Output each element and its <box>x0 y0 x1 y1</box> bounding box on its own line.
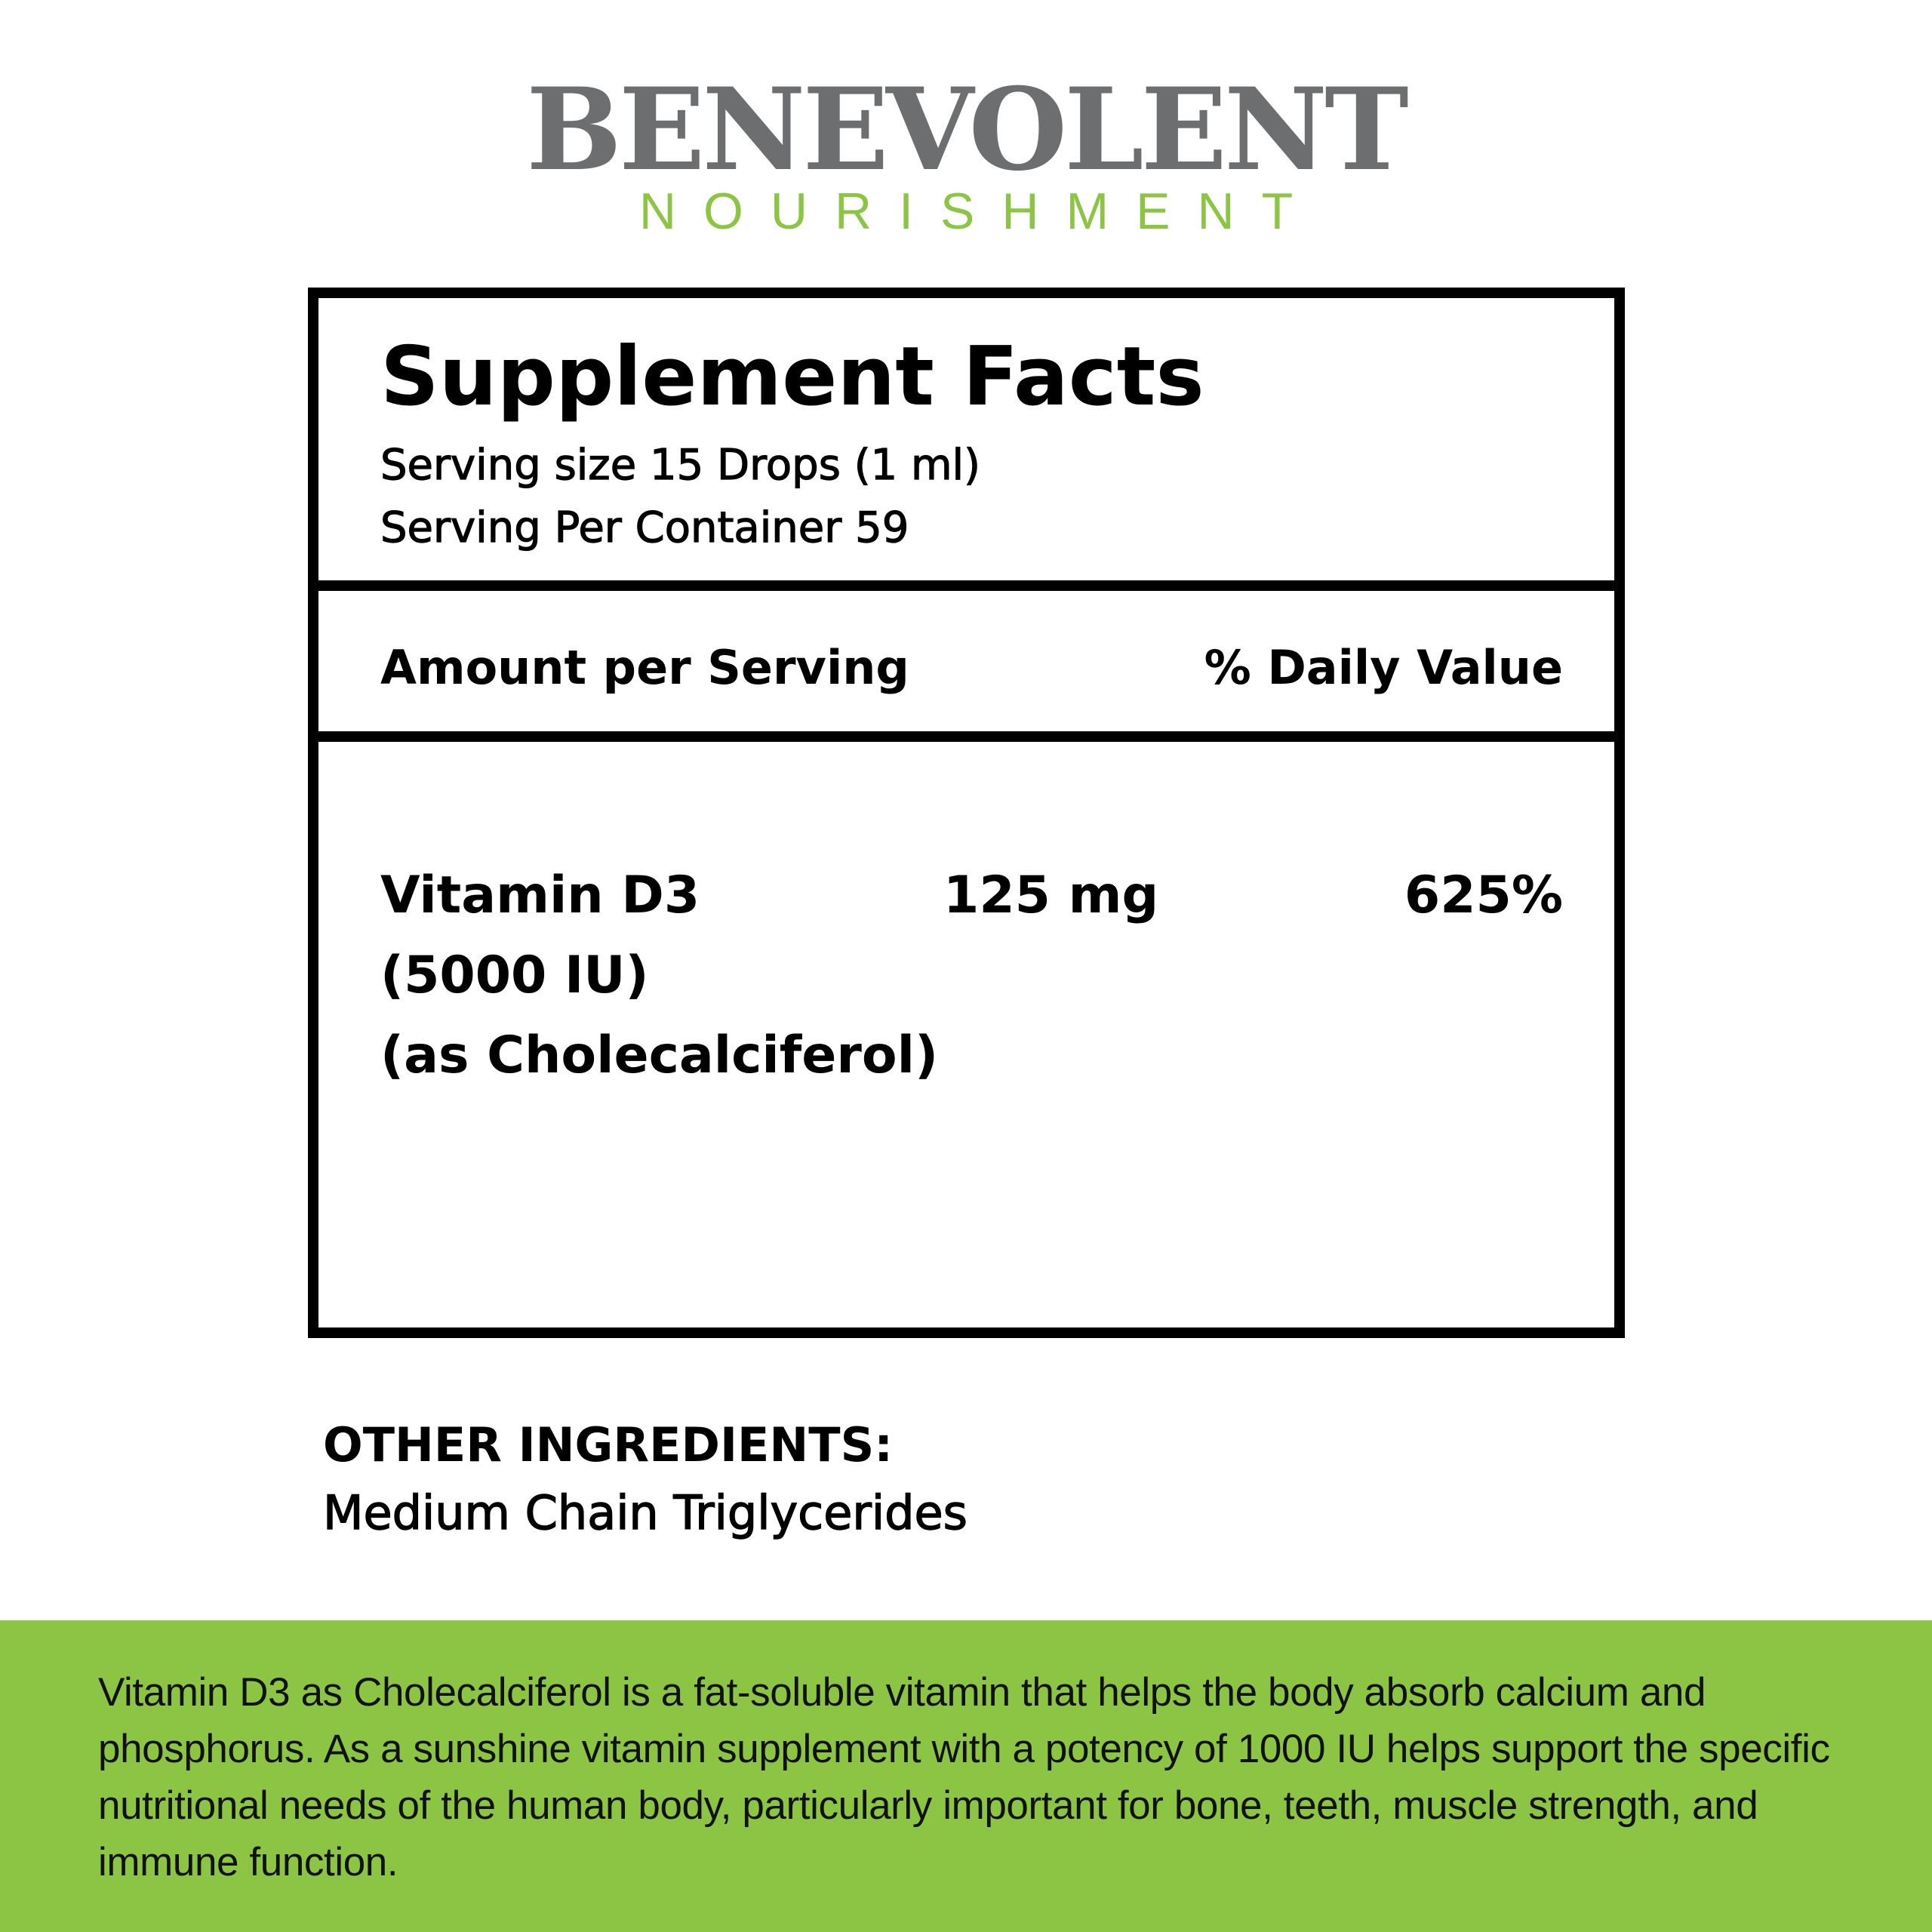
other-ingredients-title: OTHER INGREDIENTS: <box>323 1417 894 1472</box>
daily-value-header: % Daily Value <box>1204 640 1563 695</box>
other-ingredients-value: Medium Chain Triglycerides <box>322 1484 968 1540</box>
facts-title: Supplement Facts <box>380 330 1204 424</box>
description-panel: Vitamin D3 as Cholecalciferol is a fat-s… <box>0 1620 1932 1932</box>
brand-logo-name: BENEVOLENT <box>526 63 1409 196</box>
amount-per-serving-header: Amount per Serving <box>380 640 909 695</box>
nutrient-name: Vitamin D3 <box>380 866 700 925</box>
facts-divider-bottom <box>318 731 1614 742</box>
supplement-facts-panel: Supplement Facts Serving size 15 Drops (… <box>308 288 1625 1338</box>
facts-divider-top <box>318 580 1614 591</box>
nutrient-daily-value: 625% <box>1404 866 1563 925</box>
nutrient-form: (as Cholecalciferol) <box>380 1026 939 1085</box>
nutrient-iu: (5000 IU) <box>380 946 649 1005</box>
nutrient-amount: 125 mg <box>943 866 1159 925</box>
servings-per-container: Serving Per Container 59 <box>380 503 909 552</box>
serving-size: Serving size 15 Drops (1 ml) <box>380 440 980 490</box>
description-text: Vitamin D3 as Cholecalciferol is a fat-s… <box>98 1670 1830 1884</box>
brand-logo-subtitle: NOURISHMENT <box>638 183 1321 240</box>
